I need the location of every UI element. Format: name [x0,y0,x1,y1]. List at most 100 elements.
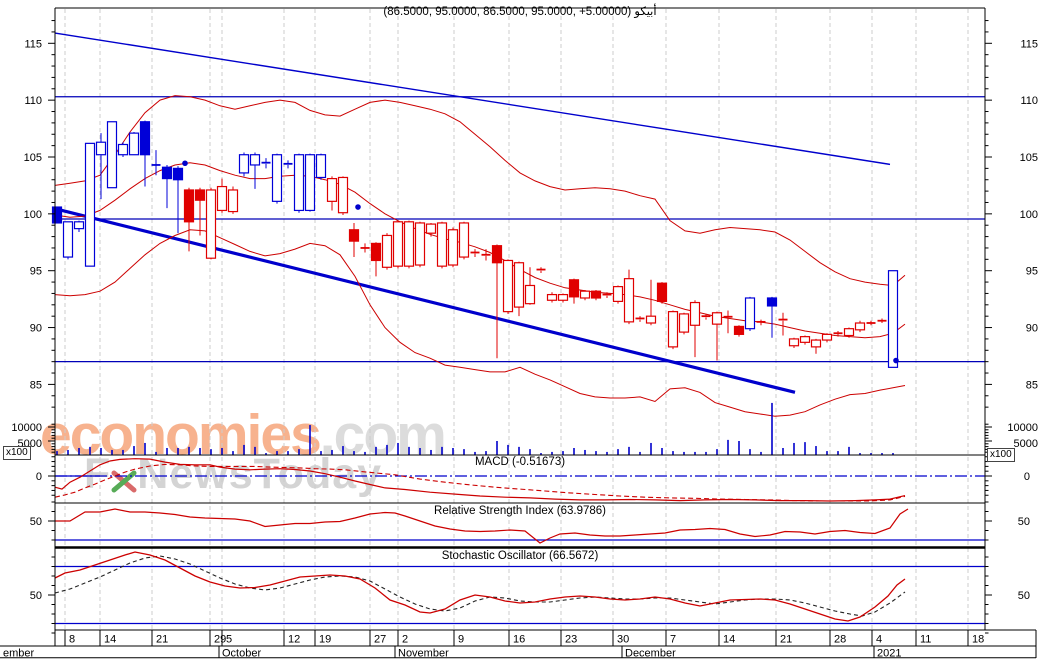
date-label: 21 [156,634,168,646]
candle [447,229,459,266]
candle [788,338,800,347]
candle [524,284,536,305]
ohlc-title: (86.5000, 95.0000, 86.5000, 95.0000, +5.… [383,6,657,18]
volume-label-right: 5000 [1014,438,1038,450]
date-label: 2 [402,634,408,646]
price-label-left: 95 [30,266,42,278]
date-label: 21 [780,634,792,646]
macd-line [54,458,906,502]
stoch-side-label-left: 50 [30,590,42,602]
economies-watermark: economies.com [40,402,447,468]
economies-watermark-suffix: .com [319,403,447,467]
month-label: October [222,648,261,659]
candle [51,206,63,224]
candle [667,311,679,348]
fxnewstoday-f: F [84,450,112,498]
candle [238,154,250,174]
date-label: 18 [972,634,984,646]
candle [227,189,239,213]
candle [766,297,778,307]
marker-dot [893,357,899,364]
candle [414,222,426,266]
candle [304,154,316,212]
date-label: 27 [374,634,386,646]
rsi-side-label-right: 50 [1018,516,1030,528]
candle [73,221,85,230]
candle [95,141,107,156]
date-label: 30 [617,634,629,646]
candle [337,176,349,214]
candle [216,185,228,212]
candle [425,223,437,234]
date-label: 14 [104,634,116,646]
macd-side-label-right: 0 [1024,471,1030,483]
date-label: 16 [513,634,525,646]
marker-dot [182,160,188,167]
candle [744,297,756,330]
candle [843,328,855,337]
candle [194,189,206,201]
candle [887,270,899,368]
candle [645,315,657,324]
rsi-panel-label: Relative Strength Index (63.9786) [434,505,606,517]
candle [502,259,514,313]
candle [117,143,129,156]
candle [711,312,723,325]
volume-label-right: 10000 [1007,422,1038,434]
price-label-left: 100 [24,209,42,221]
date-label: 8 [69,634,75,646]
date-label: 23 [565,634,577,646]
candle [458,222,470,258]
date-label: 19 [319,634,331,646]
candle [821,333,833,341]
candle [733,325,745,335]
price-label-left: 110 [24,95,42,107]
candle [590,290,602,299]
bollinger-upper [54,95,906,287]
date-label: 5 [226,634,232,646]
candle [854,322,866,331]
candle [205,189,217,259]
rsi-side-label-left: 50 [30,516,42,528]
month-label: 2021 [877,648,901,659]
candle [612,286,624,302]
price-label-right: 115 [1020,38,1038,50]
candle [326,178,338,202]
price-label-right: 110 [1020,95,1038,107]
candle [436,222,448,267]
date-label: 28 [834,634,846,646]
date-label: 7 [670,634,676,646]
fxnewstoday-rest: NewsToday [137,450,383,498]
price-label-right: 85 [1026,379,1038,391]
price-label-left: 115 [24,38,42,50]
volume-multiplier-left: x100 [3,446,31,460]
candle [491,245,503,264]
stoch-side-label-right: 50 [1018,590,1030,602]
volume-multiplier-right: x100 [987,448,1015,462]
month-label: November [398,648,449,659]
stoch-line [54,551,906,622]
candle [557,293,569,301]
date-label: 14 [723,634,735,646]
price-label-left: 105 [24,152,42,164]
stoch-signal-line [54,555,906,617]
date-label: 12 [288,634,300,646]
stochastic-panel-label: Stochastic Oscillator (66.5672) [441,550,599,562]
bollinger-middle [54,162,906,339]
month-label: ember [3,648,35,659]
candle [271,154,283,202]
candle [84,142,96,267]
price-label-right: 90 [1026,323,1038,335]
candle [513,262,525,308]
price-label-left: 90 [30,323,42,335]
candle [106,121,118,189]
candle [568,279,580,298]
rsi-line [55,508,909,544]
candle [546,293,558,301]
macd-side-label-left: 0 [36,471,42,483]
candle [139,121,151,156]
candle [656,282,668,302]
date-label: 29 [214,634,226,646]
candle [172,167,184,181]
